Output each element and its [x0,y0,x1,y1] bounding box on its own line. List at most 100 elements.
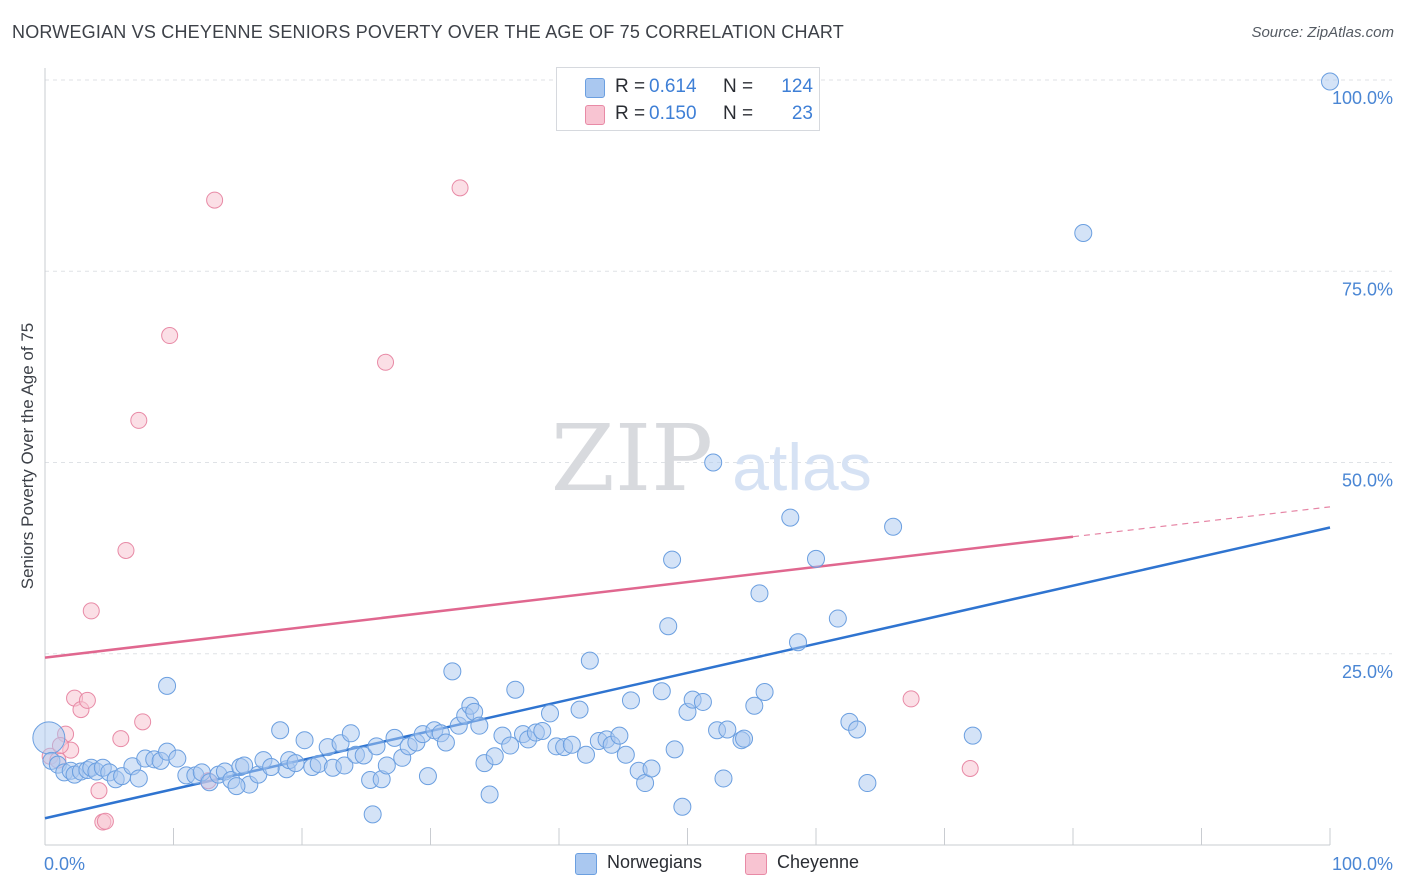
y-tick-label: 100.0% [1332,88,1393,108]
norwegian-point [295,731,314,750]
legend-r-label: R = [615,103,646,124]
norwegian-point [158,676,177,695]
cheyenne-point [96,812,114,830]
norwegian-point [570,700,589,719]
norwegian-point [354,746,373,765]
cheyenne-trend-extension [1072,506,1331,538]
cheyenne-point [112,730,130,748]
norwegian-point [541,704,560,723]
norwegian-point [32,721,66,755]
bottom-legend-swatch-cheyenne [745,853,767,875]
norwegian-point [129,769,148,788]
cheyenne-trend-line [44,535,1074,659]
norwegian-point [659,617,678,636]
norwegian-point [227,777,246,796]
norwegian-point [286,754,305,773]
norwegian-point [506,680,525,699]
norwegian-point [363,805,382,824]
legend-n-label: N = [723,103,754,124]
norwegian-point [642,759,661,778]
norwegian-point [858,774,877,793]
norwegian-point [470,716,489,735]
legend-swatch-norwegians [585,78,605,98]
cheyenne-point [78,691,96,709]
norwegian-point [480,785,499,804]
norwegian-point [789,633,808,652]
x-tick-label: 0.0% [44,854,85,874]
legend-r-label: R = [615,76,646,97]
norwegian-point [485,747,504,766]
norwegian-point [884,517,903,536]
correlation-legend: R = 0.614 N = 124 R = 0.150 N = 23 [556,67,820,131]
norwegian-point [385,728,404,747]
bottom-legend-label: Cheyenne [777,852,860,872]
norwegian-point [781,508,800,527]
cheyenne-point [117,541,135,559]
norwegian-point [652,682,671,701]
norwegian-point [610,726,629,745]
norwegian-point [418,767,437,786]
watermark-zip: ZIP [551,405,713,512]
norwegian-point [443,662,462,681]
norwegian-point [168,749,187,768]
norwegian-point [262,757,281,776]
y-tick-label: 25.0% [1342,662,1393,682]
norwegian-point [848,720,867,739]
norwegian-point [341,724,360,743]
norwegian-point [755,683,774,701]
data-points [32,72,1339,831]
watermark: ZIP atlas [551,405,872,512]
norwegian-point [580,651,599,670]
cheyenne-point [130,411,148,429]
cheyenne-point [451,179,469,197]
legend-r-value: 0.614 [649,76,697,97]
cheyenne-point [134,713,152,731]
bottom-legend-swatch-norwegians [575,853,597,875]
norwegian-point [562,735,581,754]
norwegian-point [663,550,682,569]
norwegian-point [963,726,982,745]
cheyenne-point [206,191,224,209]
norwegian-point [807,549,825,568]
norwegian-point [533,722,552,741]
gridlines [45,79,1392,655]
chart-title: NORWEGIAN VS CHEYENNE SENIORS POVERTY OV… [12,22,844,42]
norwegian-point [704,453,723,472]
legend-n-value: 23 [791,103,813,124]
cheyenne-point [161,327,179,345]
y-tick-label: 75.0% [1342,279,1393,299]
norwegian-point [501,736,520,755]
y-tick-label: 50.0% [1342,471,1393,491]
norwegian-point [1074,224,1093,242]
norwegian-point [335,756,354,775]
bottom-legend-label: Norwegians [607,852,703,872]
axes [44,68,1331,846]
norwegian-point [436,733,455,752]
norwegian-point [576,745,595,764]
legend-swatch-cheyenne [585,105,605,125]
norwegian-point [1321,72,1339,91]
cheyenne-point [90,782,108,800]
norwegian-point [621,691,640,710]
cheyenne-point [82,602,100,620]
cheyenne-point [902,690,920,708]
norwegian-point [271,721,290,740]
norwegian-point [665,740,684,759]
norwegian-point [367,737,386,756]
source-credit: Source: ZipAtlas.com [1251,24,1394,41]
norwegian-point [714,769,733,788]
legend-n-label: N = [723,76,754,97]
norwegian-point [235,756,254,775]
norwegian-point [693,692,712,711]
legend-n-value: 124 [781,76,813,97]
tick-labels: 100.0% 75.0% 50.0% 25.0% 0.0% 100.0% [44,88,1393,874]
norwegian-point [828,609,847,628]
x-tick-label: 100.0% [1332,854,1393,874]
norwegian-point [377,756,396,775]
norwegian-point [735,729,754,748]
cheyenne-point [961,760,979,777]
norwegian-point [745,696,764,715]
legend-r-value: 0.150 [649,103,697,124]
cheyenne-point [377,353,395,371]
